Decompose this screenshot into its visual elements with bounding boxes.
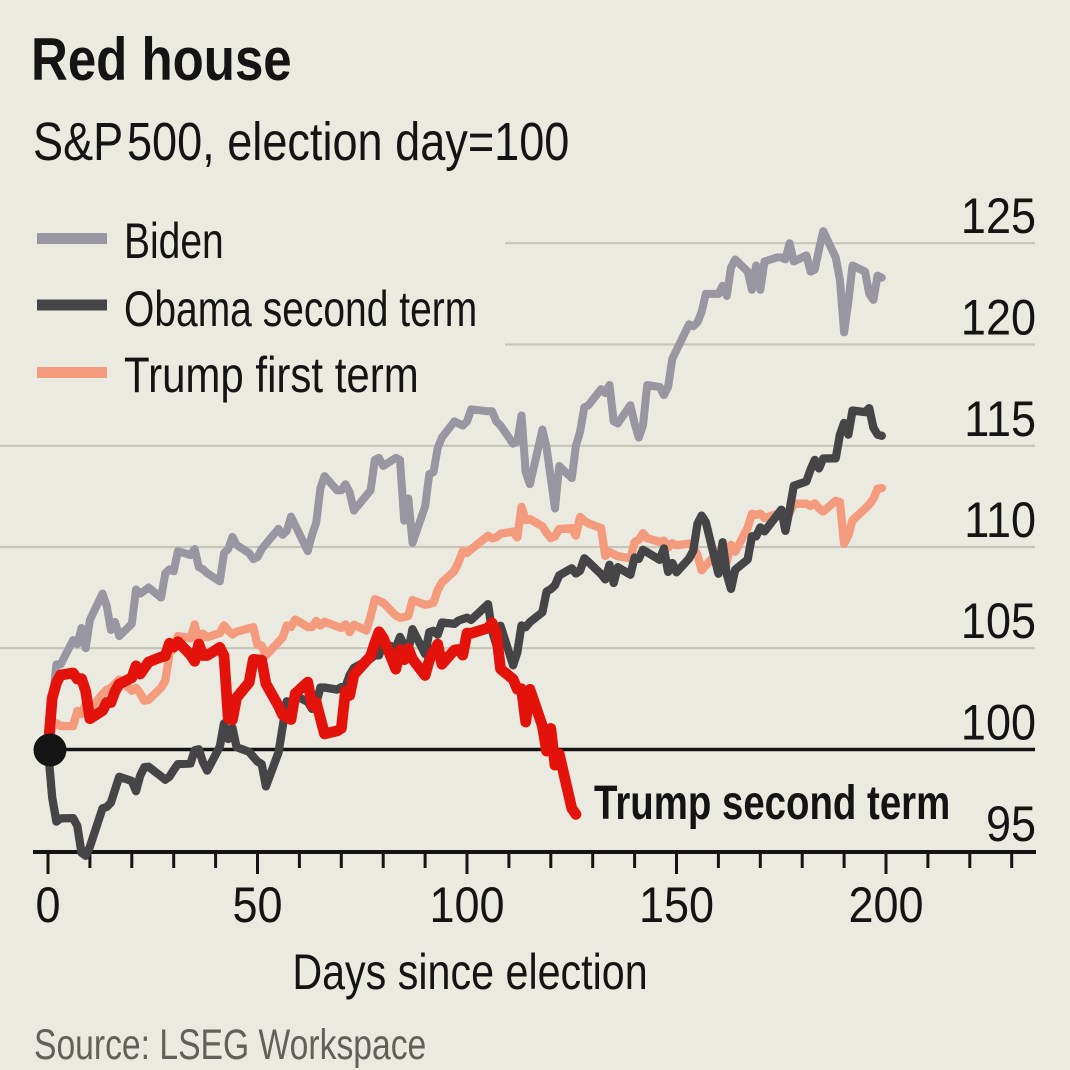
svg-text:120: 120 <box>961 290 1036 346</box>
svg-text:95: 95 <box>986 797 1036 853</box>
svg-text:0: 0 <box>35 878 60 934</box>
svg-text:S&P 500, election day=100: S&P 500, election day=100 <box>33 111 569 172</box>
svg-text:Days since election: Days since election <box>292 944 647 1000</box>
svg-text:105: 105 <box>961 594 1036 650</box>
svg-text:125: 125 <box>961 189 1036 245</box>
svg-text:Red house: Red house <box>31 26 292 93</box>
svg-text:150: 150 <box>639 878 714 934</box>
svg-text:Trump second term: Trump second term <box>594 777 950 830</box>
svg-text:Biden: Biden <box>124 212 224 269</box>
svg-text:100: 100 <box>429 878 504 934</box>
svg-text:Obama second term: Obama second term <box>124 280 477 337</box>
svg-text:50: 50 <box>232 878 282 934</box>
svg-text:100: 100 <box>961 695 1036 751</box>
svg-text:115: 115 <box>964 392 1036 448</box>
svg-text:200: 200 <box>848 878 923 934</box>
svg-text:110: 110 <box>964 493 1036 549</box>
svg-text:Trump first term: Trump first term <box>124 347 419 403</box>
svg-text:Source: LSEG Workspace: Source: LSEG Workspace <box>34 1021 426 1069</box>
